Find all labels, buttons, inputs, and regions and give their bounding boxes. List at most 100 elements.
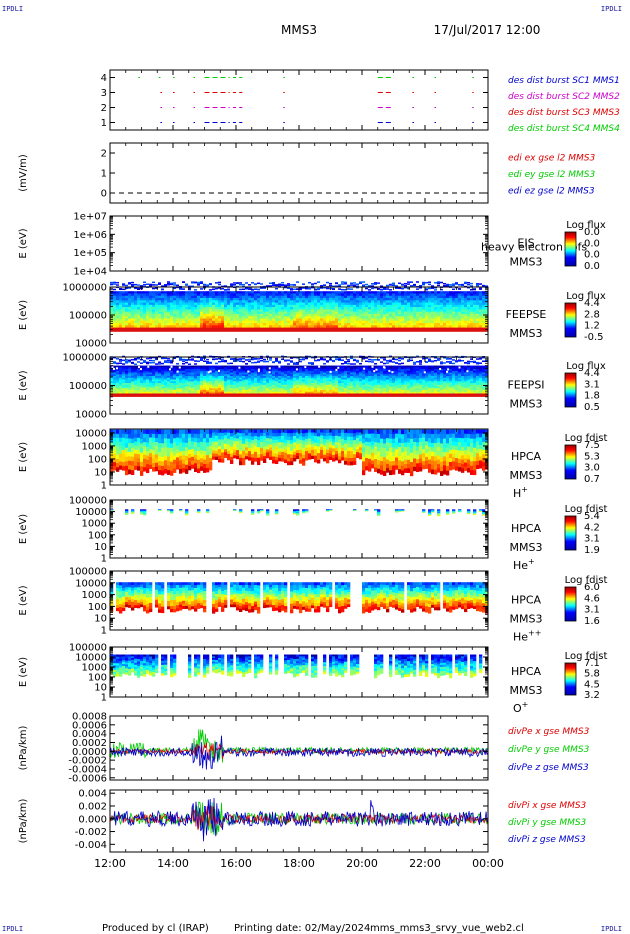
spectrogram-cell (359, 381, 363, 384)
spectrogram-cell (332, 318, 336, 322)
spectrogram-speckle (236, 359, 239, 362)
spectrogram-cell (401, 372, 405, 375)
spectrogram-cell (203, 311, 207, 315)
spectrogram-cell (302, 309, 306, 312)
spectrogram-speckle (179, 357, 182, 360)
spectrogram-cell (215, 291, 219, 294)
spectrogram-cell (269, 377, 273, 380)
spectrogram-cell (185, 391, 189, 394)
spectrogram-speckle (395, 362, 398, 364)
spectrogram-cell (230, 383, 234, 386)
spectrogram-cell (134, 325, 138, 328)
spectrogram-cell (326, 291, 330, 294)
spectrogram-cell (116, 295, 120, 299)
spectrogram-cell (110, 309, 114, 312)
spectrogram-cell (335, 376, 339, 379)
spectrogram-cell (248, 325, 252, 328)
spectrogram-cell (431, 316, 435, 319)
spectrogram-cell (293, 384, 297, 387)
spectrogram-speckle (323, 363, 326, 365)
spectrogram-cell (203, 389, 207, 393)
spectrogram-cell (455, 298, 459, 301)
spectrogram-cell (230, 389, 234, 393)
spectrogram-cell (185, 320, 189, 324)
spectrogram-cell (200, 389, 204, 393)
spectrogram-speckle (194, 281, 197, 284)
spectrogram-cell (422, 377, 426, 380)
spectrogram-cell (479, 295, 483, 299)
spectrogram-cell (323, 323, 327, 326)
spectrogram-cell (191, 316, 195, 319)
spectrogram-cell (164, 295, 168, 299)
spectrogram-speckle (176, 363, 179, 365)
spectrogram-cell (425, 313, 429, 317)
spectrogram-cell (350, 365, 354, 368)
spectrogram-cell (368, 376, 372, 379)
spectrogram-cell (149, 300, 153, 303)
spectrogram-cell (176, 389, 180, 393)
spectrogram-cell (404, 323, 408, 326)
spectrogram-speckle (443, 282, 446, 285)
spectrogram-cell (293, 304, 297, 308)
spectrogram-cell (137, 323, 141, 326)
spectrogram-cell (125, 383, 129, 386)
spectrogram-cell (404, 369, 408, 372)
spectrogram-cell (263, 302, 267, 306)
spectrogram-cell (149, 325, 153, 328)
spectrogram-cell (245, 365, 249, 368)
spectrogram-cell (317, 372, 321, 375)
spectrogram-cell (434, 365, 438, 368)
spectrogram-cell (353, 325, 357, 328)
spectrogram-cell (164, 377, 168, 380)
spectrogram-speckle (269, 359, 272, 361)
spectrogram-cell (341, 379, 345, 382)
spectrogram-cell (248, 386, 252, 389)
spectrogram-cell (275, 307, 279, 310)
spectrogram-cell (266, 298, 270, 301)
spectrogram-speckle (335, 285, 338, 287)
spectrogram-cell (206, 295, 210, 299)
spectrogram-speckle (278, 360, 281, 363)
spectrogram-speckle (146, 362, 149, 365)
spectrogram-cell (302, 383, 306, 386)
spectrogram-cell (239, 389, 243, 393)
spectrogram-cell (410, 377, 414, 380)
spectrogram-cell (464, 318, 468, 322)
spectrogram-cell (206, 291, 210, 294)
spectrogram-cell (419, 391, 423, 394)
spectrogram-cell (365, 307, 369, 310)
spectrogram-speckle (317, 287, 320, 290)
spectrogram-speckle (254, 283, 257, 286)
spectrogram-cell (440, 381, 444, 384)
spectrogram-cell (410, 309, 414, 312)
spectrogram-cell (308, 298, 312, 301)
spectrogram-cell (275, 370, 279, 373)
spectrogram-cell (224, 318, 228, 322)
spectrogram-cell (143, 320, 147, 324)
spectrogram-speckle (245, 359, 248, 361)
spectrogram-cell (239, 313, 243, 317)
spectrogram-cell (278, 323, 282, 326)
spectrogram-speckle (371, 283, 374, 285)
spectrogram-cell (119, 389, 123, 393)
spectrogram-cell (353, 370, 357, 373)
spectrogram-cell (416, 379, 420, 382)
spectrogram-cell (149, 309, 153, 312)
spectrogram-cell (338, 388, 342, 391)
spectrogram-cell (398, 379, 402, 382)
spectrogram-cell (278, 370, 282, 373)
spectrogram-cell (371, 376, 375, 379)
spectrogram-cell (431, 302, 435, 306)
spectrogram-cell (416, 318, 420, 322)
spectrogram-cell (164, 379, 168, 382)
spectrogram-cell (188, 325, 192, 328)
spectrogram-cell (380, 369, 384, 372)
spectrogram-cell (254, 370, 258, 373)
spectrogram-cell (422, 320, 426, 324)
spectrogram-cell (194, 379, 198, 382)
spectrogram-cell (335, 374, 339, 377)
spectrogram-cell (257, 313, 261, 317)
spectrogram-cell (248, 379, 252, 382)
spectrogram-cell (206, 309, 210, 312)
spectrogram-cell (275, 365, 279, 368)
